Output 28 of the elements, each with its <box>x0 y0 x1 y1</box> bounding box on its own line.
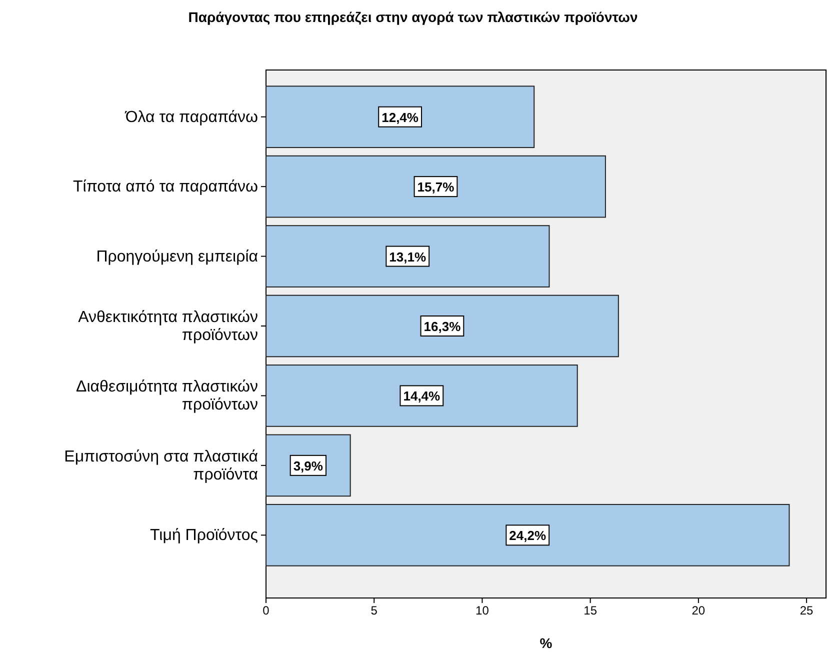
y-tick-label: Όλα τα παραπάνω <box>124 108 258 126</box>
bar <box>266 86 535 148</box>
bar <box>266 364 578 427</box>
bar <box>266 294 619 358</box>
x-tick-label: 5 <box>370 604 378 618</box>
x-tick-label: 0 <box>262 604 270 618</box>
bar <box>266 504 790 566</box>
y-tick-label: Εμπιστοσύνη στα πλαστικά προϊόντα <box>64 448 258 484</box>
data-label: 12,4% <box>382 110 419 125</box>
y-tick-label: Προηγούμενη εμπειρία <box>96 248 258 266</box>
x-axis-title: % <box>540 635 553 651</box>
x-tick-label: 25 <box>800 604 814 618</box>
data-label: 14,4% <box>403 388 441 404</box>
x-tick-label: 20 <box>692 604 706 618</box>
data-label: 15,7% <box>417 180 455 195</box>
x-tick-label: 15 <box>584 604 598 618</box>
data-label: 13,1% <box>389 249 426 264</box>
bar <box>266 155 606 218</box>
y-tick-label: Τιμή Προϊόντος <box>150 527 258 544</box>
y-tick-label: Διαθεσιμότητα πλαστικών προϊόντων <box>76 378 258 414</box>
y-tick-label: Ανθεκτικότητα πλαστικών προϊόντων <box>78 309 258 344</box>
bar <box>266 225 550 288</box>
y-tick-label: Τίποτα από τα παραπάνω <box>73 178 258 196</box>
data-label: 3,9% <box>293 458 324 474</box>
data-label: 16,3% <box>424 319 462 334</box>
data-label: 24,2% <box>509 528 546 544</box>
x-tick-label: 10 <box>476 604 490 618</box>
chart-title: Παράγοντας που επηρεάζει στην αγορά των πλαστικών προϊόντων <box>188 9 638 25</box>
